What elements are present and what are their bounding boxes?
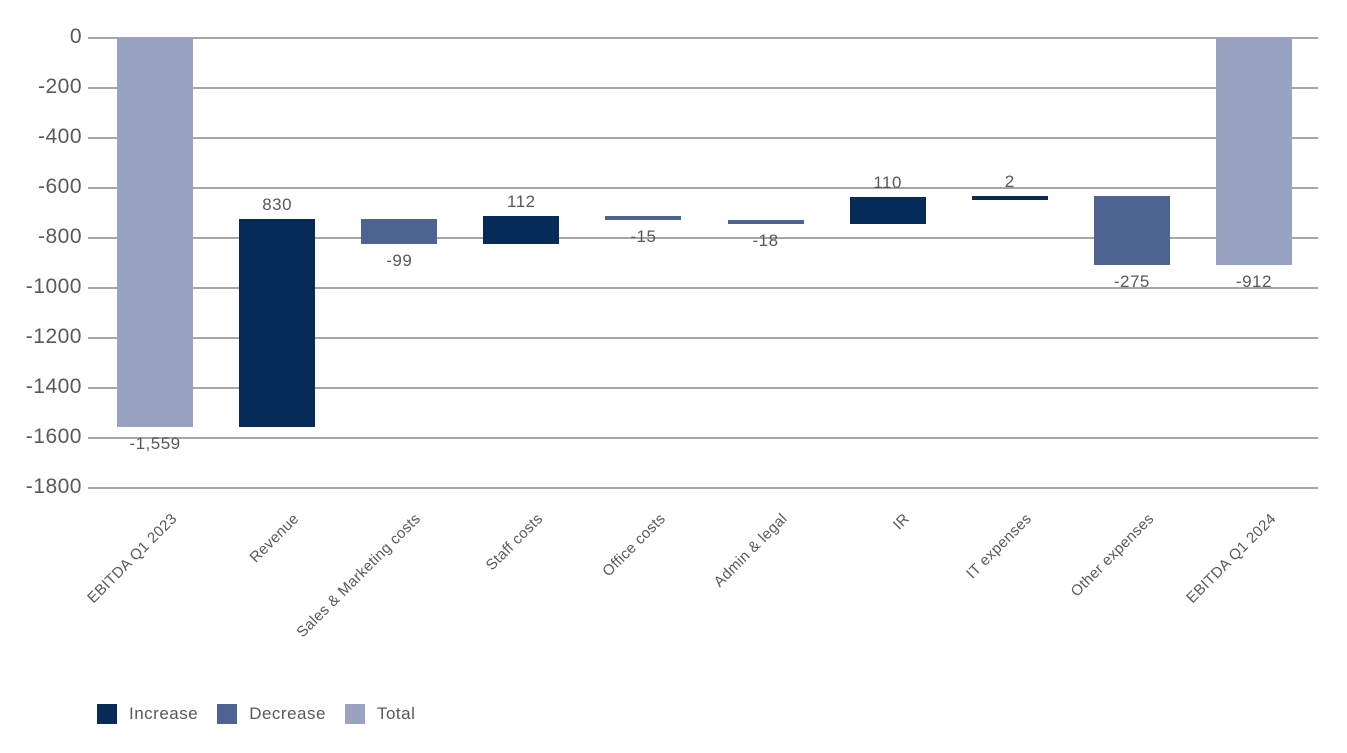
x-axis-category-label: Admin & legal bbox=[710, 510, 791, 591]
gridline bbox=[88, 237, 1318, 239]
x-axis-category-label: EBITDA Q1 2023 bbox=[84, 510, 181, 607]
legend-item-increase[interactable]: Increase bbox=[97, 704, 198, 724]
y-axis-tick-label: -600 bbox=[37, 175, 82, 198]
legend: Increase Decrease Total bbox=[97, 704, 434, 724]
legend-label: Increase bbox=[129, 704, 199, 723]
x-axis-category-label: Office costs bbox=[598, 510, 669, 581]
y-axis-tick-label: -200 bbox=[37, 75, 82, 98]
x-axis-category-label: Staff costs bbox=[482, 510, 547, 574]
waterfall-bar-increase[interactable] bbox=[971, 196, 1048, 200]
waterfall-bar-increase[interactable] bbox=[849, 196, 926, 225]
bar-value-label: -15 bbox=[630, 226, 657, 246]
y-axis-tick-label: -1400 bbox=[25, 375, 82, 398]
y-axis-tick-label: -1600 bbox=[25, 425, 82, 448]
gridline bbox=[88, 187, 1318, 189]
waterfall-bar-total[interactable] bbox=[117, 37, 194, 427]
y-axis-tick-label: -1000 bbox=[25, 275, 82, 298]
gridline bbox=[88, 287, 1318, 289]
legend-swatch-total bbox=[344, 704, 365, 724]
legend-label: Total bbox=[376, 704, 416, 723]
bar-value-label: 2 bbox=[1004, 172, 1015, 192]
gridline bbox=[88, 437, 1318, 439]
waterfall-bar-increase[interactable] bbox=[483, 216, 560, 244]
gridline bbox=[88, 337, 1318, 339]
gridline bbox=[88, 487, 1318, 489]
waterfall-bar-decrease[interactable] bbox=[605, 216, 682, 220]
bar-value-label: 110 bbox=[873, 172, 902, 192]
waterfall-bar-decrease[interactable] bbox=[1093, 196, 1170, 265]
gridline bbox=[88, 87, 1318, 89]
gridline bbox=[88, 137, 1318, 139]
legend-item-decrease[interactable]: Decrease bbox=[217, 704, 326, 724]
legend-label: Decrease bbox=[249, 704, 326, 723]
legend-swatch-increase bbox=[97, 704, 117, 724]
x-axis-category-label: IT expenses bbox=[963, 510, 1036, 583]
y-axis-tick-label: 0 bbox=[69, 25, 82, 48]
bar-value-label: 830 bbox=[262, 195, 293, 215]
bar-value-label: -275 bbox=[1113, 272, 1150, 291]
x-axis-category-label: IR bbox=[889, 510, 913, 534]
y-axis-tick-label: -1200 bbox=[25, 325, 82, 348]
y-axis-tick-label: -400 bbox=[37, 125, 82, 148]
y-axis-tick-label: -1800 bbox=[25, 475, 82, 498]
x-axis-category-label: Revenue bbox=[246, 510, 303, 567]
bar-value-label: -99 bbox=[386, 251, 413, 270]
legend-swatch-decrease bbox=[217, 704, 238, 724]
waterfall-bar-total[interactable] bbox=[1215, 37, 1292, 265]
waterfall-bar-decrease[interactable] bbox=[727, 219, 804, 225]
legend-item-total[interactable]: Total bbox=[344, 704, 416, 724]
gridline bbox=[88, 37, 1318, 39]
y-axis-tick-label: -800 bbox=[37, 225, 82, 248]
x-axis-category-label: Other expenses bbox=[1067, 510, 1158, 601]
bar-value-label: -912 bbox=[1235, 272, 1272, 291]
bar-value-label: -18 bbox=[752, 231, 779, 251]
x-axis-category-label: EBITDA Q1 2024 bbox=[1182, 510, 1280, 607]
waterfall-bar-increase[interactable] bbox=[239, 219, 316, 427]
bar-value-label: -1,559 bbox=[129, 433, 181, 453]
bar-value-label: 112 bbox=[507, 192, 536, 211]
x-axis-category-label: Sales & Marketing costs bbox=[293, 510, 425, 641]
gridline bbox=[88, 387, 1318, 389]
waterfall-bar-decrease[interactable] bbox=[361, 219, 438, 244]
